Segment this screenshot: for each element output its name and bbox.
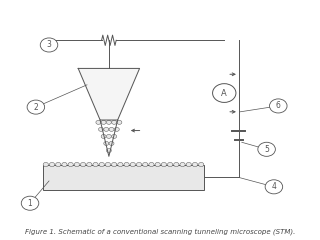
Circle shape <box>124 162 129 167</box>
Circle shape <box>105 162 111 167</box>
Circle shape <box>269 99 287 113</box>
Text: A: A <box>221 89 227 97</box>
Circle shape <box>107 120 111 124</box>
Circle shape <box>192 162 197 167</box>
Circle shape <box>99 162 104 167</box>
Circle shape <box>212 84 236 102</box>
Circle shape <box>99 127 103 131</box>
Circle shape <box>112 120 116 124</box>
Circle shape <box>43 162 48 167</box>
Circle shape <box>258 142 276 156</box>
Circle shape <box>136 162 142 167</box>
Circle shape <box>96 120 101 124</box>
Circle shape <box>109 127 114 131</box>
Circle shape <box>104 127 109 131</box>
Circle shape <box>62 162 67 167</box>
Circle shape <box>107 134 111 138</box>
Circle shape <box>93 162 98 167</box>
Circle shape <box>265 180 283 194</box>
Circle shape <box>161 162 166 167</box>
Circle shape <box>155 162 160 167</box>
Circle shape <box>180 162 185 167</box>
Circle shape <box>114 127 119 131</box>
Circle shape <box>112 134 116 138</box>
Circle shape <box>130 162 135 167</box>
Text: Figure 1. Schematic of a conventional scanning tunneling microscope (STM).: Figure 1. Schematic of a conventional sc… <box>25 228 295 235</box>
Text: 3: 3 <box>47 41 52 49</box>
Circle shape <box>117 120 122 124</box>
Circle shape <box>21 196 39 210</box>
Circle shape <box>40 38 58 52</box>
Circle shape <box>149 162 154 167</box>
Circle shape <box>167 162 173 167</box>
Circle shape <box>56 162 61 167</box>
Text: 1: 1 <box>28 199 32 208</box>
Circle shape <box>143 162 148 167</box>
Text: 2: 2 <box>34 103 38 112</box>
Circle shape <box>118 162 123 167</box>
Text: 4: 4 <box>271 182 276 191</box>
Circle shape <box>74 162 79 167</box>
Circle shape <box>112 162 117 167</box>
Circle shape <box>49 162 55 167</box>
Bar <box>43 165 204 190</box>
Circle shape <box>198 162 204 167</box>
Circle shape <box>101 134 106 138</box>
Circle shape <box>109 141 114 145</box>
Circle shape <box>107 149 111 152</box>
Circle shape <box>27 100 44 114</box>
Circle shape <box>87 162 92 167</box>
Circle shape <box>174 162 179 167</box>
Circle shape <box>68 162 73 167</box>
Circle shape <box>186 162 191 167</box>
Text: 5: 5 <box>264 145 269 154</box>
Text: 6: 6 <box>276 102 281 110</box>
Circle shape <box>101 120 106 124</box>
Polygon shape <box>78 68 140 120</box>
Circle shape <box>80 162 86 167</box>
Circle shape <box>104 141 109 145</box>
